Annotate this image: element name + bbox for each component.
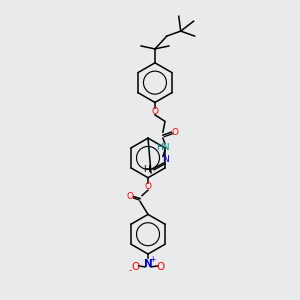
Text: O: O (131, 262, 139, 272)
Text: O: O (152, 107, 158, 116)
Text: +: + (149, 256, 156, 265)
Text: HN: HN (156, 142, 169, 152)
Text: H: H (143, 165, 149, 174)
Text: O: O (157, 262, 165, 272)
Text: O: O (127, 192, 134, 201)
Text: O: O (145, 182, 152, 191)
Text: O: O (171, 128, 178, 137)
Text: -: - (128, 266, 131, 275)
Text: N: N (163, 155, 169, 164)
Text: N: N (144, 259, 152, 269)
